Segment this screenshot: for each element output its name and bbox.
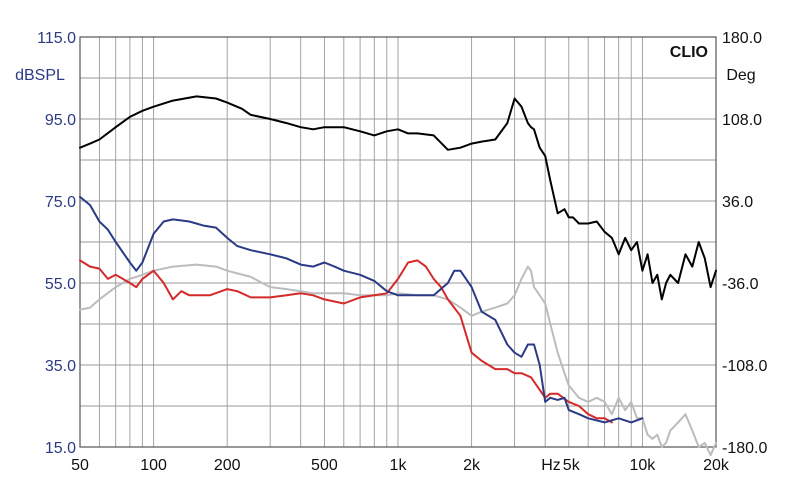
x-tick-label: 5k [563,457,581,474]
y-left-tick-label: 75.0 [45,194,76,211]
series-blue-line [79,195,644,424]
y-left-tick-label: 95.0 [45,112,76,129]
y-right-tick-label: -180.0 [722,440,767,457]
y-left-axis-title: dBSPL [15,67,65,84]
series-red-line [79,259,613,424]
y-left-tick-label: 15.0 [45,440,76,457]
x-tick-label: 50 [71,457,89,474]
y-right-tick-label: -36.0 [722,276,759,293]
y-right-tick-label: -108.0 [722,358,767,375]
labels: 115.0 95.0 75.0 55.0 35.0 15.0 180.0 108.0 36.0 -… [37,30,767,474]
series-gray-line [79,263,717,457]
x-tick-label: 200 [214,457,241,474]
y-right-axis-title: Deg [726,67,755,84]
x-tick-label: 2k [463,457,481,474]
y-right-tick-label: 180.0 [722,30,762,47]
series-group [79,95,717,457]
grid [79,37,717,447]
x-tick-label: 1k [390,457,408,474]
x-unit-label: Hz [541,457,561,474]
series-black-line [79,95,717,301]
y-left-tick-label: 35.0 [45,358,76,375]
y-left-tick-label: 55.0 [45,276,76,293]
y-right-tick-label: 108.0 [722,112,762,129]
x-tick-label: 10k [630,457,657,474]
x-tick-label: 100 [140,457,167,474]
brand-label: CLIO [670,44,708,61]
plot-frame [79,36,717,448]
y-right-tick-label: 36.0 [722,194,753,211]
y-left-tick-label: 115.0 [37,30,76,47]
x-tick-label: 500 [311,457,338,474]
x-tick-label: 20k [703,457,730,474]
